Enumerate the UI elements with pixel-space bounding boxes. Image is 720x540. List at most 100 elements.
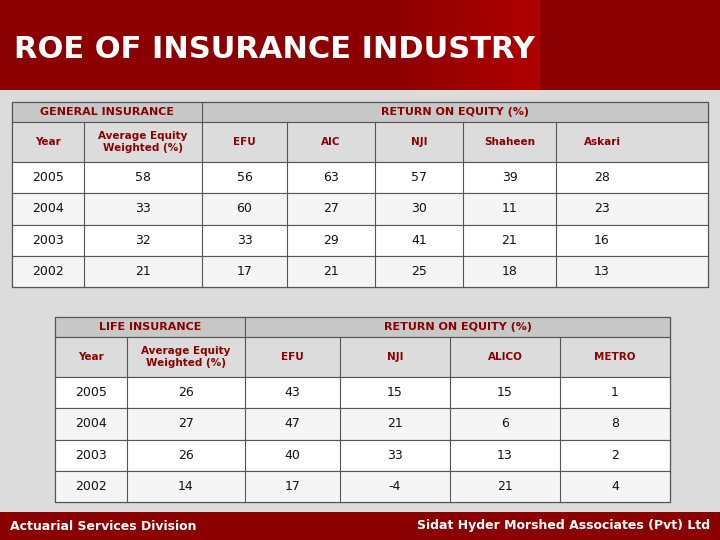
Text: -4: -4 — [389, 480, 401, 493]
Text: 27: 27 — [178, 417, 194, 430]
Text: 21: 21 — [502, 234, 518, 247]
Text: 14: 14 — [178, 480, 194, 493]
Text: Year: Year — [78, 352, 104, 362]
Text: 2002: 2002 — [32, 265, 64, 278]
Text: 2: 2 — [611, 449, 619, 462]
Text: NJI: NJI — [387, 352, 403, 362]
Text: 58: 58 — [135, 171, 151, 184]
Text: 47: 47 — [284, 417, 300, 430]
Text: 57: 57 — [411, 171, 427, 184]
Bar — [55, 440, 670, 471]
Text: 32: 32 — [135, 234, 151, 247]
Bar — [55, 337, 670, 377]
Text: AIC: AIC — [321, 137, 341, 147]
Bar — [395, 0, 400, 90]
Bar — [485, 0, 490, 90]
Text: 33: 33 — [135, 202, 151, 215]
Bar — [0, 512, 720, 540]
Bar — [12, 102, 708, 122]
Text: Year: Year — [35, 137, 61, 147]
Text: 63: 63 — [323, 171, 339, 184]
Bar — [55, 408, 670, 440]
Bar — [400, 0, 405, 90]
Bar — [430, 0, 435, 90]
Text: 1: 1 — [611, 386, 619, 399]
Text: 13: 13 — [497, 449, 513, 462]
Text: 25: 25 — [411, 265, 427, 278]
Bar — [470, 0, 475, 90]
Text: Sidat Hyder Morshed Associates (Pvt) Ltd: Sidat Hyder Morshed Associates (Pvt) Ltd — [417, 519, 710, 532]
Bar — [535, 0, 540, 90]
Text: 27: 27 — [323, 202, 339, 215]
Bar — [55, 471, 670, 502]
Bar — [55, 317, 670, 502]
Text: Askari: Askari — [583, 137, 621, 147]
Bar — [415, 0, 420, 90]
Bar — [520, 0, 525, 90]
Bar — [440, 0, 445, 90]
Text: 17: 17 — [237, 265, 253, 278]
Text: 2005: 2005 — [75, 386, 107, 399]
Text: LIFE INSURANCE: LIFE INSURANCE — [99, 322, 201, 332]
Text: 2003: 2003 — [32, 234, 64, 247]
Text: 39: 39 — [502, 171, 518, 184]
Text: 8: 8 — [611, 417, 619, 430]
Bar — [55, 317, 670, 502]
Text: EFU: EFU — [233, 137, 256, 147]
Bar — [0, 0, 720, 90]
Text: 2005: 2005 — [32, 171, 64, 184]
Bar — [12, 225, 708, 256]
Bar — [12, 102, 708, 287]
Bar — [0, 90, 720, 512]
Bar — [460, 0, 465, 90]
Bar — [480, 0, 485, 90]
Text: 26: 26 — [178, 386, 194, 399]
Bar — [525, 0, 530, 90]
Text: GENERAL INSURANCE: GENERAL INSURANCE — [40, 107, 174, 117]
Text: 29: 29 — [323, 234, 339, 247]
Text: 15: 15 — [387, 386, 403, 399]
Bar — [12, 193, 708, 225]
Text: 21: 21 — [135, 265, 151, 278]
Text: 18: 18 — [502, 265, 518, 278]
Text: 23: 23 — [594, 202, 610, 215]
Bar — [425, 0, 430, 90]
Bar — [490, 0, 495, 90]
Bar — [410, 0, 415, 90]
Bar — [12, 256, 708, 287]
Text: 2002: 2002 — [75, 480, 107, 493]
Text: 33: 33 — [237, 234, 253, 247]
Text: 56: 56 — [237, 171, 253, 184]
Text: 11: 11 — [502, 202, 518, 215]
Bar — [515, 0, 520, 90]
Text: Average Equity
Weighted (%): Average Equity Weighted (%) — [141, 346, 230, 368]
Text: EFU: EFU — [281, 352, 304, 362]
Text: RETURN ON EQUITY (%): RETURN ON EQUITY (%) — [384, 322, 531, 332]
Bar — [530, 0, 535, 90]
Text: 41: 41 — [411, 234, 427, 247]
Text: RETURN ON EQUITY (%): RETURN ON EQUITY (%) — [381, 107, 529, 117]
Bar — [445, 0, 450, 90]
Text: 2004: 2004 — [75, 417, 107, 430]
Text: 21: 21 — [387, 417, 403, 430]
Bar — [475, 0, 480, 90]
Text: 21: 21 — [323, 265, 339, 278]
Text: 28: 28 — [594, 171, 610, 184]
Text: 26: 26 — [178, 449, 194, 462]
Bar — [12, 122, 708, 162]
Bar — [55, 317, 670, 337]
Bar — [500, 0, 505, 90]
Text: 6: 6 — [501, 417, 509, 430]
Bar — [450, 0, 455, 90]
Bar — [405, 0, 410, 90]
Text: 17: 17 — [284, 480, 300, 493]
Text: Average Equity
Weighted (%): Average Equity Weighted (%) — [99, 131, 188, 153]
Bar — [12, 162, 708, 193]
Text: 40: 40 — [284, 449, 300, 462]
Text: Actuarial Services Division: Actuarial Services Division — [10, 519, 197, 532]
Text: 21: 21 — [497, 480, 513, 493]
Text: 30: 30 — [411, 202, 427, 215]
Bar — [12, 102, 708, 287]
Text: 60: 60 — [237, 202, 253, 215]
Text: 2003: 2003 — [75, 449, 107, 462]
